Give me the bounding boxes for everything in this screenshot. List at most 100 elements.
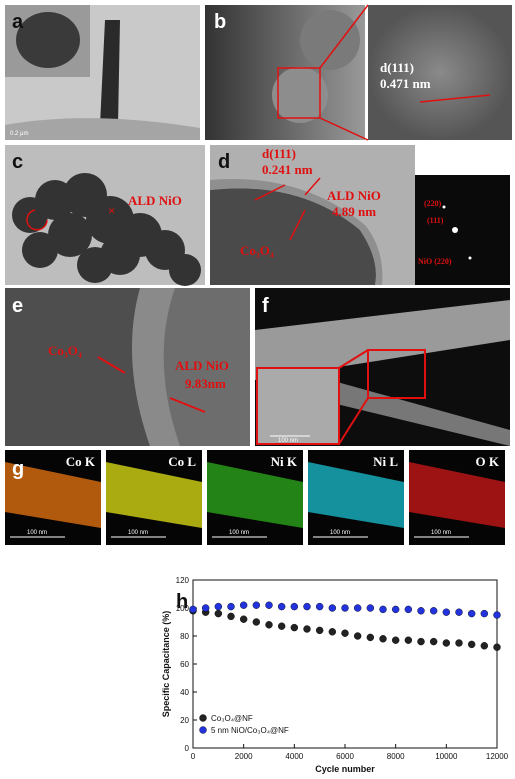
scale-label: 100 nm (431, 530, 451, 536)
annotation: ALD NiO (327, 188, 381, 203)
annotation: Co₃O₄ (48, 343, 82, 358)
zoom-line (338, 397, 369, 445)
point (252, 601, 261, 609)
point (328, 628, 337, 636)
point (429, 637, 438, 646)
core (5, 288, 150, 446)
saed (415, 175, 510, 285)
arrow (169, 397, 206, 413)
annotation: 0.471 nm (380, 76, 431, 91)
spot (452, 227, 458, 233)
nanowire (255, 300, 510, 380)
legend-marker (199, 726, 207, 734)
point (379, 635, 387, 643)
point (227, 602, 235, 611)
shell (132, 288, 180, 446)
map-signal (409, 462, 505, 528)
point (328, 604, 337, 612)
point (265, 621, 273, 629)
scale-label: 100 nm (278, 438, 298, 444)
point (239, 601, 248, 609)
legend-marker (199, 714, 207, 722)
point (239, 615, 248, 623)
scale-label: 100 nm (27, 530, 47, 536)
y-tick-label: 60 (180, 660, 189, 669)
spot (442, 205, 446, 209)
point (417, 607, 425, 615)
annotation: 9.83nm (185, 376, 226, 391)
annotation: × (108, 203, 115, 218)
y-tick-label: 40 (180, 688, 189, 697)
particle (272, 67, 328, 123)
element-label: Co L (168, 454, 196, 469)
spot (468, 256, 472, 260)
particles (12, 173, 201, 286)
arrow (97, 356, 126, 374)
zoom-box (277, 67, 321, 119)
y-tick-label: 80 (180, 632, 189, 641)
x-tick-label: 4000 (285, 752, 303, 761)
annotation: d(111) (380, 60, 414, 75)
zoom-line (319, 4, 369, 69)
point (341, 604, 349, 612)
point (265, 601, 273, 609)
point (353, 604, 362, 612)
point (455, 639, 463, 647)
x-axis-title: Cycle number (315, 764, 375, 774)
annotation: Co₃O₄ (240, 243, 274, 258)
point (201, 604, 210, 612)
y-tick-label: 20 (180, 716, 189, 725)
panel-label: g (12, 458, 24, 480)
eds-maps: Co K 100 nm Co L 100 nm Ni K 100 nm Ni L 100 nm… (5, 450, 505, 545)
point (315, 626, 324, 635)
legend-label: 5 nm NiO/Co₃O₄@NF (211, 726, 289, 735)
annotation: (220) (424, 199, 442, 208)
point (379, 605, 387, 614)
point (290, 623, 299, 632)
point (277, 622, 286, 630)
point (467, 640, 476, 649)
point (252, 618, 261, 626)
map-signal (106, 462, 202, 528)
point (404, 636, 413, 644)
x-tick-label: 8000 (387, 752, 405, 761)
core (210, 188, 376, 285)
legend-label: Co₃O₄@NF (211, 714, 253, 723)
map-signal (5, 462, 101, 528)
point (189, 605, 197, 614)
element-label: Ni K (271, 454, 298, 469)
point (391, 605, 400, 614)
annotation: ALD NiO (175, 358, 229, 373)
scale-label: 100 nm (330, 530, 350, 536)
scale-label: 100 nm (128, 530, 148, 536)
map-signal (207, 462, 303, 528)
annotation: 4.89 nm (332, 204, 376, 219)
x-tick-label: 12000 (486, 752, 509, 761)
scale-bar: 0.2 μm (10, 131, 28, 137)
point (455, 608, 463, 616)
point (315, 602, 324, 611)
point (290, 602, 299, 611)
annotation: 0.241 nm (262, 162, 313, 177)
hrtem (368, 5, 512, 140)
zoom-line (319, 117, 369, 141)
point (227, 612, 235, 621)
x-tick-label: 2000 (235, 752, 253, 761)
panel-label: h (176, 591, 188, 613)
arrow (304, 177, 321, 196)
map-signal (308, 462, 404, 528)
marker (26, 209, 48, 231)
film (5, 118, 200, 140)
y-tick-label: 100 (176, 604, 190, 613)
x-tick-label: 10000 (435, 752, 458, 761)
point (303, 602, 311, 611)
point (214, 602, 223, 611)
point (442, 639, 451, 647)
particle (300, 10, 360, 70)
point (214, 609, 223, 618)
x-tick-label: 6000 (336, 752, 354, 761)
point (353, 632, 362, 640)
annotation: d(111) (262, 146, 296, 161)
particle (16, 12, 80, 68)
scale-label: 100 nm (229, 530, 249, 536)
